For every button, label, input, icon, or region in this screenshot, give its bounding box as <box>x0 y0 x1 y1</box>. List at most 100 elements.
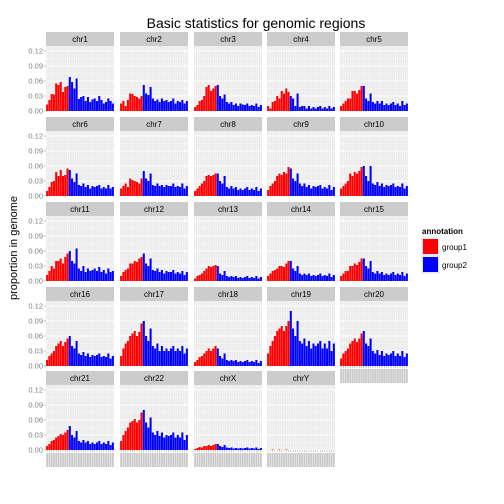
bar-chr10-group2-18 <box>378 186 381 196</box>
x-tick-label-overlap <box>289 453 292 467</box>
bar-chr22-group1-2 <box>122 435 125 450</box>
bar-chrX-group2-27 <box>253 448 256 450</box>
bar-chr11-group2-30 <box>111 271 114 281</box>
bar-chr14-group1-7 <box>280 266 283 281</box>
bar-chr11-group1-9 <box>64 257 67 281</box>
bar-chr15-group2-25 <box>394 275 397 281</box>
bar-chr17-group2-20 <box>163 351 166 366</box>
bar-chrX-group1-10 <box>214 444 217 450</box>
bar-chrX-group1-9 <box>212 445 215 450</box>
bar-chr10-group2-27 <box>399 187 402 196</box>
bar-chr1-group1-3 <box>50 94 53 111</box>
bar-chr10-group1-7 <box>353 172 356 196</box>
bar-chr4-group2-19 <box>307 106 310 111</box>
bar-chr9-group2-28 <box>328 185 331 196</box>
bar-chr3-group2-26 <box>250 105 253 111</box>
bar-chr14-group1-5 <box>276 268 279 281</box>
bar-chr5-group2-26 <box>396 103 399 111</box>
bar-chr7-group2-30 <box>185 186 188 196</box>
facet-label-chr1: chr1 <box>72 35 88 44</box>
bar-chr19-group2-26 <box>323 343 326 366</box>
bar-chr10-group1-2 <box>342 186 345 196</box>
facet-label-chr22: chr22 <box>144 374 165 383</box>
bar-chr8-group2-25 <box>248 190 251 196</box>
x-tick-label-overlap <box>176 453 179 467</box>
bar-chr18-group2-26 <box>250 361 253 366</box>
bar-chr3-group1-3 <box>198 101 201 111</box>
facet-label-chr6: chr6 <box>72 120 88 129</box>
bar-chr22-group1-7 <box>133 419 136 450</box>
x-tick-label-overlap <box>376 369 379 383</box>
bar-chr5-group2-15 <box>371 102 374 111</box>
x-tick-label-overlap <box>129 453 132 467</box>
bar-chr7-group2-19 <box>160 185 163 196</box>
bar-chr11-group2-13 <box>73 263 76 281</box>
bar-chr17-group2-30 <box>185 348 188 366</box>
facet-strip-chrY <box>267 371 335 385</box>
bar-chr21-group2-16 <box>80 442 83 450</box>
x-tick-label-overlap <box>351 369 354 383</box>
bar-chr11-group2-25 <box>100 272 103 281</box>
bar-chr12-group1-2 <box>122 272 125 281</box>
bar-chr20-group1-7 <box>353 338 356 366</box>
bar-chr22-group2-21 <box>165 435 168 450</box>
bar-chr3-group2-12 <box>219 96 222 111</box>
bar-chr8-group1-2 <box>196 188 199 196</box>
bar-chr13-group2-16 <box>228 277 231 281</box>
facet-panel-chr7 <box>120 131 188 196</box>
bar-chrX-group2-12 <box>219 446 222 450</box>
bar-chr13-group2-21 <box>239 277 242 281</box>
x-tick-label-overlap <box>401 369 404 383</box>
bar-chr16-group2-16 <box>80 355 83 366</box>
bar-chr1-group1-4 <box>52 94 55 111</box>
x-tick-label-overlap <box>93 453 96 467</box>
x-tick-label-overlap <box>98 453 101 467</box>
bar-chr13-group2-30 <box>259 277 262 281</box>
y-tick-label: 0.00 <box>28 277 43 286</box>
bar-chr21-group2-22 <box>93 444 96 450</box>
x-tick-label-overlap <box>232 453 235 467</box>
bar-chr16-group2-23 <box>95 355 99 366</box>
bar-chr12-group1-6 <box>131 263 134 281</box>
bar-chr19-group1-3 <box>271 341 274 366</box>
facet-panel-chr3 <box>194 46 262 111</box>
bar-chr17-group1-2 <box>122 348 125 366</box>
legend-label-group2: group2 <box>442 261 467 270</box>
bar-chr14-group2-25 <box>321 276 324 281</box>
bar-chr8-group2-28 <box>255 187 258 196</box>
x-tick-label-overlap <box>321 453 324 467</box>
bar-chr13-group2-26 <box>250 277 253 281</box>
bar-chr22-group2-13 <box>147 427 150 450</box>
bar-chr20-group2-14 <box>369 338 372 366</box>
bar-chr13-group2-18 <box>232 277 235 281</box>
bar-chrX-group2-26 <box>250 448 253 450</box>
bar-chr7-group2-11 <box>142 171 145 196</box>
bar-chr17-group1-1 <box>120 356 123 366</box>
bar-chr4-group1-2 <box>269 108 272 111</box>
bar-chr3-group2-14 <box>223 94 226 111</box>
bar-chr3-group1-10 <box>214 86 217 111</box>
bar-chr6-group1-9 <box>64 175 67 196</box>
bar-chr21-group1-1 <box>46 446 49 450</box>
bar-chr15-group2-19 <box>380 272 383 281</box>
x-tick-label-overlap <box>319 453 322 467</box>
bar-chr11-group2-18 <box>84 272 87 281</box>
facet-strip-chr9 <box>267 117 335 131</box>
bar-chr9-group2-21 <box>312 186 315 196</box>
bar-chr7-group1-9 <box>138 183 141 196</box>
x-tick-label-overlap <box>385 369 388 383</box>
bar-chr12-group1-7 <box>133 261 136 281</box>
x-tick-label-overlap <box>259 453 262 467</box>
bar-chr14-group2-23 <box>316 275 320 281</box>
facet-grid: chr1 0.00 0.03 0.06 0.09 0.12 chr2 chr3 chr4 chr5… <box>28 32 408 467</box>
bar-chr12-group2-14 <box>149 258 152 281</box>
bar-chr22-group1-10 <box>140 412 143 450</box>
x-tick-label-overlap <box>365 369 367 383</box>
bar-chr22-group2-23 <box>169 435 173 450</box>
bar-chr14-group2-19 <box>307 273 310 281</box>
bar-chr9-group2-12 <box>292 178 295 196</box>
bar-chr20-group2-30 <box>405 353 408 366</box>
bar-chr1-group2-18 <box>84 101 87 111</box>
x-tick-label-overlap <box>255 453 258 467</box>
bar-chr20-group2-29 <box>403 357 406 366</box>
